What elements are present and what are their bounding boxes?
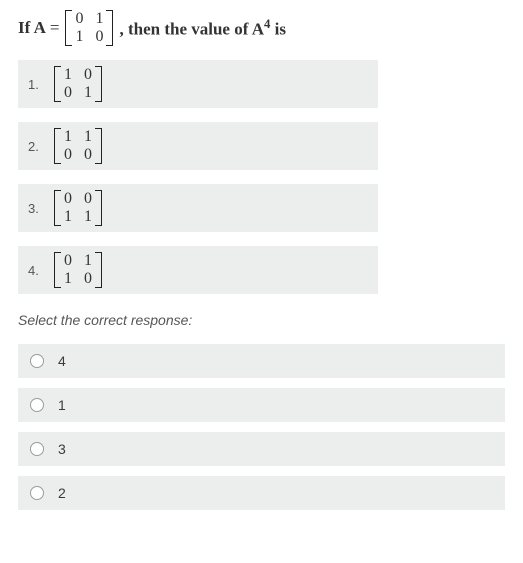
response-label: 3 <box>58 441 66 457</box>
option-row: 2. 1100 <box>18 122 378 170</box>
option-matrix-cell: 1 <box>63 208 73 226</box>
option-matrix-cell: 1 <box>83 208 93 226</box>
question-middle: , then the value of A4 is <box>119 17 285 40</box>
option-matrix-cell: 1 <box>63 270 73 288</box>
option-matrix-cell: 0 <box>63 252 73 270</box>
response-option[interactable]: 3 <box>18 432 505 466</box>
select-prompt: Select the correct response: <box>18 312 505 328</box>
option-matrix: 0011 <box>54 190 102 226</box>
response-label: 4 <box>58 353 66 369</box>
option-matrix: 1001 <box>54 66 102 102</box>
option-matrix-cell: 0 <box>63 84 73 102</box>
radio-icon[interactable] <box>30 486 44 500</box>
response-option[interactable]: 4 <box>18 344 505 378</box>
radio-icon[interactable] <box>30 354 44 368</box>
matrix-a-cell: 1 <box>74 28 84 46</box>
option-matrix-cell: 0 <box>63 146 73 164</box>
option-matrix: 0110 <box>54 252 102 288</box>
response-label: 1 <box>58 397 66 413</box>
question-stem: If A = 0 1 1 0 , then the value of A4 is <box>18 10 505 46</box>
response-option[interactable]: 2 <box>18 476 505 510</box>
option-matrix-cell: 0 <box>83 270 93 288</box>
option-matrix-cell: 0 <box>83 190 93 208</box>
option-number: 1. <box>28 77 42 92</box>
option-matrix-cell: 1 <box>63 128 73 146</box>
option-matrix-cell: 1 <box>83 128 93 146</box>
response-label: 2 <box>58 485 66 501</box>
option-matrix-cell: 0 <box>83 146 93 164</box>
radio-icon[interactable] <box>30 398 44 412</box>
option-row: 3. 0011 <box>18 184 378 232</box>
matrix-a-cell: 1 <box>94 10 104 28</box>
option-row: 4. 0110 <box>18 246 378 294</box>
matrix-a-cell: 0 <box>74 10 84 28</box>
option-matrix-cell: 1 <box>83 84 93 102</box>
option-number: 2. <box>28 139 42 154</box>
option-matrix-cell: 1 <box>83 252 93 270</box>
option-number: 3. <box>28 201 42 216</box>
matrix-a-cell: 0 <box>94 28 104 46</box>
question-prefix: If A <box>18 18 46 38</box>
option-number: 4. <box>28 263 42 278</box>
option-matrix-cell: 0 <box>63 190 73 208</box>
option-matrix-cell: 0 <box>83 66 93 84</box>
response-option[interactable]: 1 <box>18 388 505 422</box>
option-row: 1. 1001 <box>18 60 378 108</box>
option-matrix: 1100 <box>54 128 102 164</box>
option-matrix-cell: 1 <box>63 66 73 84</box>
equals-sign: = <box>50 18 60 38</box>
matrix-a: 0 1 1 0 <box>65 10 113 46</box>
radio-icon[interactable] <box>30 442 44 456</box>
